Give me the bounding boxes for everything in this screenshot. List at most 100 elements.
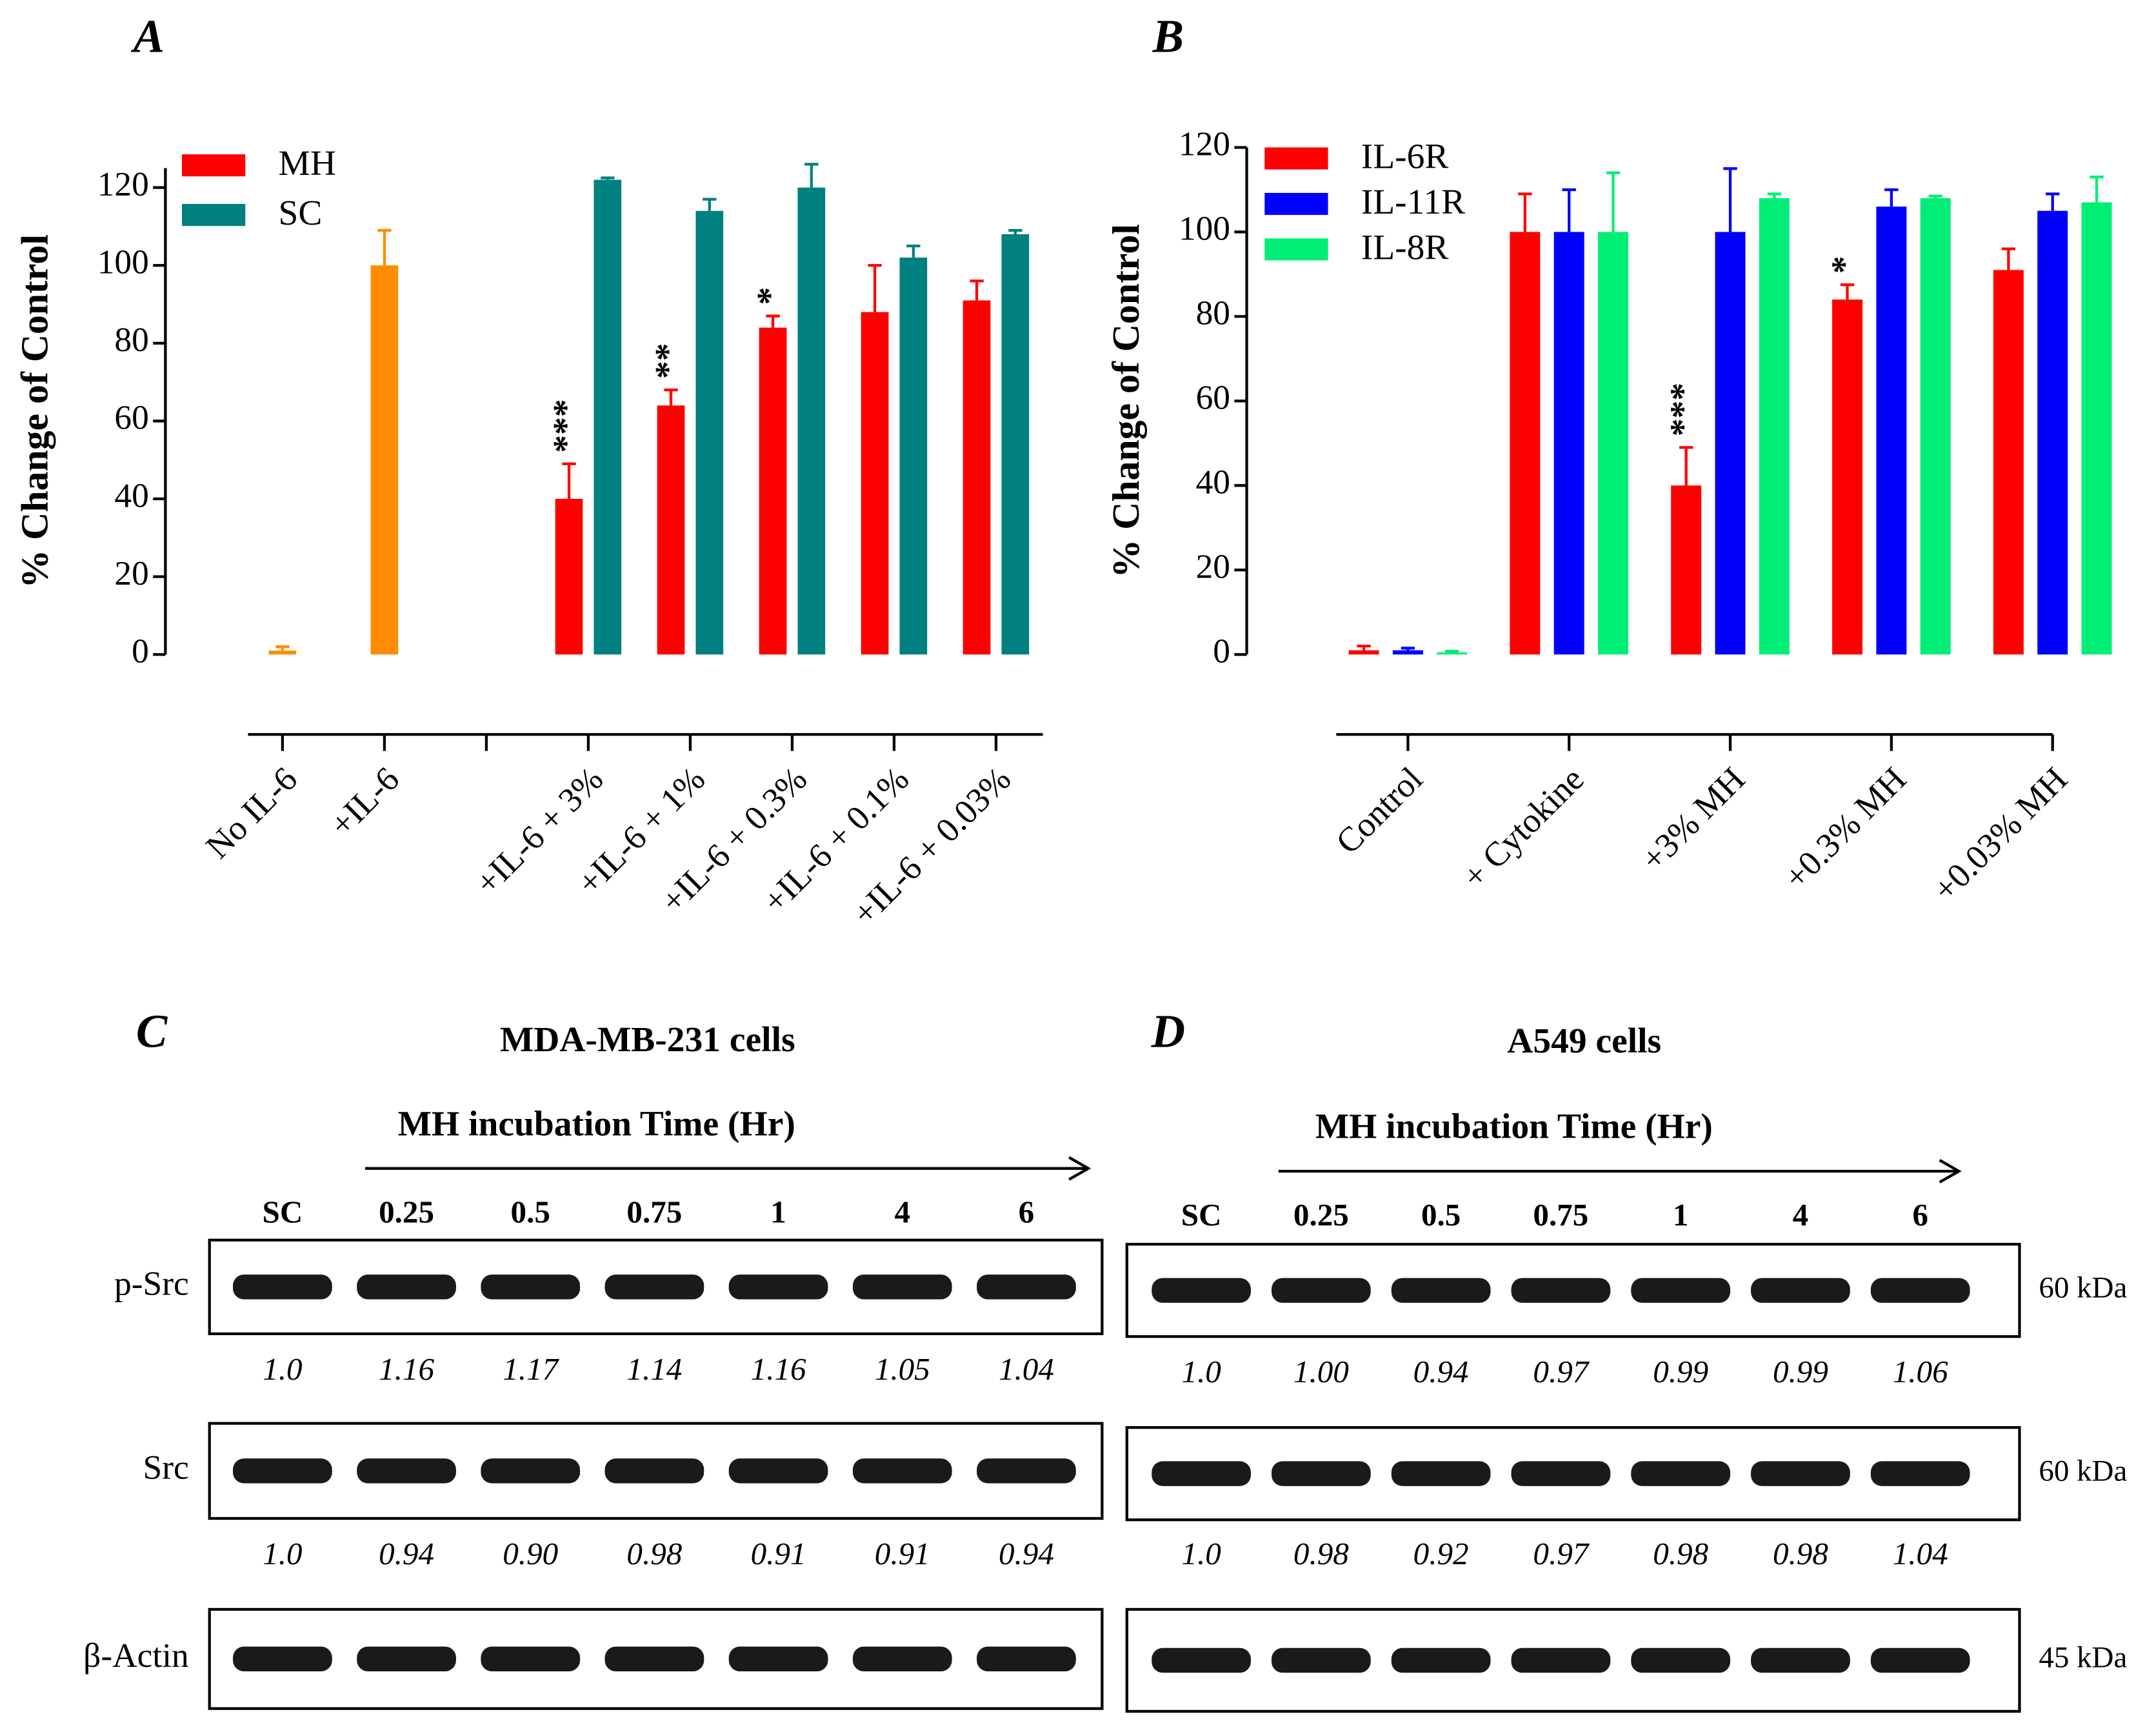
lane-label: 0.75 [1533, 1197, 1588, 1233]
size-label: 60 kDa [2039, 1454, 2127, 1487]
blot-band [604, 1274, 704, 1300]
density-value: 0.94 [999, 1536, 1054, 1571]
lane-label: SC [1181, 1197, 1222, 1233]
density-value: 0.98 [1773, 1536, 1828, 1571]
lane-label: 1 [770, 1194, 786, 1230]
lane-label: 0.75 [626, 1194, 682, 1230]
blot-band [604, 1458, 704, 1484]
legend-label: IL-11R [1361, 183, 1465, 222]
blot-band [977, 1646, 1076, 1672]
bar [370, 265, 399, 655]
arrow-head [1068, 1156, 1092, 1181]
bar [657, 405, 685, 655]
density-value: 1.16 [379, 1351, 434, 1387]
y-tick-label: 100 [97, 242, 149, 281]
blot-band [357, 1646, 456, 1672]
arrow-head [1939, 1159, 1962, 1183]
significance-label: ** [648, 343, 688, 379]
density-value: 1.0 [1181, 1354, 1221, 1389]
legend-label: IL-8R [1361, 228, 1449, 267]
size-label: 60 kDa [2039, 1271, 2127, 1304]
density-value: 1.06 [1893, 1354, 1948, 1389]
blot-xlabel: MH incubation Time (Hr) [398, 1104, 795, 1143]
blot-band [852, 1458, 952, 1484]
blot-band [852, 1274, 952, 1300]
significance-label: * [1824, 256, 1864, 274]
legend-swatch [1264, 147, 1328, 170]
blot-band [1152, 1278, 1251, 1303]
y-tick-label: 20 [1196, 547, 1230, 586]
density-value: 1.14 [626, 1351, 682, 1387]
lane-label: 6 [1019, 1194, 1035, 1230]
size-label: 45 kDa [2039, 1641, 2127, 1675]
blot-band [1511, 1461, 1611, 1486]
bar [2037, 210, 2068, 655]
blot-band [481, 1458, 581, 1484]
blot-band [728, 1646, 828, 1672]
panel-letter: C [136, 1005, 168, 1057]
density-value: 1.04 [1893, 1536, 1948, 1571]
lane-label: 1 [1673, 1197, 1689, 1233]
significance-label: *** [546, 399, 586, 452]
blot-band [1272, 1461, 1371, 1486]
blot-band [1870, 1278, 1970, 1303]
bar [1759, 198, 1790, 655]
density-value: 0.97 [1533, 1536, 1590, 1571]
significance-label: * [750, 287, 790, 305]
legend-swatch [1264, 192, 1328, 216]
y-tick-label: 120 [97, 165, 149, 203]
x-tick-label: +3% MH [1633, 760, 1752, 878]
bar [555, 499, 583, 655]
lane-label: 6 [1912, 1197, 1928, 1233]
bar [1832, 299, 1863, 655]
blot-band [1751, 1647, 1850, 1673]
blot-band [1751, 1461, 1850, 1486]
row-label: p-Src [114, 1264, 189, 1303]
y-tick-label: 100 [1179, 209, 1230, 248]
lane-label: 4 [1793, 1197, 1809, 1233]
density-value: 1.0 [1181, 1536, 1221, 1571]
bar [1437, 652, 1468, 655]
density-value: 1.00 [1293, 1354, 1349, 1389]
density-value: 0.98 [1293, 1536, 1349, 1571]
bar [268, 650, 297, 655]
density-value: 0.98 [626, 1536, 682, 1571]
legend-swatch [182, 154, 246, 177]
blot-band [1391, 1461, 1491, 1486]
bar [899, 257, 928, 655]
x-tick-label: +0.03% MH [1925, 760, 2074, 909]
blot-title: A549 cells [1507, 1022, 1661, 1061]
bar [1598, 232, 1629, 655]
blot-band [1870, 1461, 1970, 1486]
blot-band [1631, 1461, 1731, 1486]
blot-band [481, 1274, 581, 1300]
y-tick-label: 120 [1179, 125, 1230, 163]
blot-band [1272, 1278, 1371, 1303]
density-value: 0.97 [1533, 1354, 1590, 1389]
y-tick-label: 20 [114, 554, 148, 592]
y-tick-label: 60 [114, 398, 148, 437]
blot-band [233, 1458, 332, 1484]
blot-band [233, 1274, 332, 1300]
blot-band [233, 1646, 332, 1672]
density-value: 1.05 [875, 1351, 930, 1387]
lane-label: SC [263, 1194, 303, 1230]
blot-band [357, 1458, 456, 1484]
lane-label: 0.25 [379, 1194, 434, 1230]
blot-band [1511, 1647, 1611, 1673]
density-value: 1.04 [999, 1351, 1054, 1387]
legend-label: SC [278, 194, 322, 233]
y-tick-label: 40 [114, 476, 148, 514]
legend-swatch [1264, 238, 1328, 261]
panel-letter: A [131, 10, 165, 63]
y-tick-label: 60 [1196, 378, 1230, 417]
blot-band [1870, 1647, 1970, 1673]
bar [797, 187, 826, 655]
blot-band [728, 1274, 828, 1300]
density-value: 0.99 [1773, 1354, 1828, 1389]
bar [1671, 485, 1702, 655]
legend-label: MH [278, 144, 335, 183]
blot-band [1631, 1647, 1731, 1673]
